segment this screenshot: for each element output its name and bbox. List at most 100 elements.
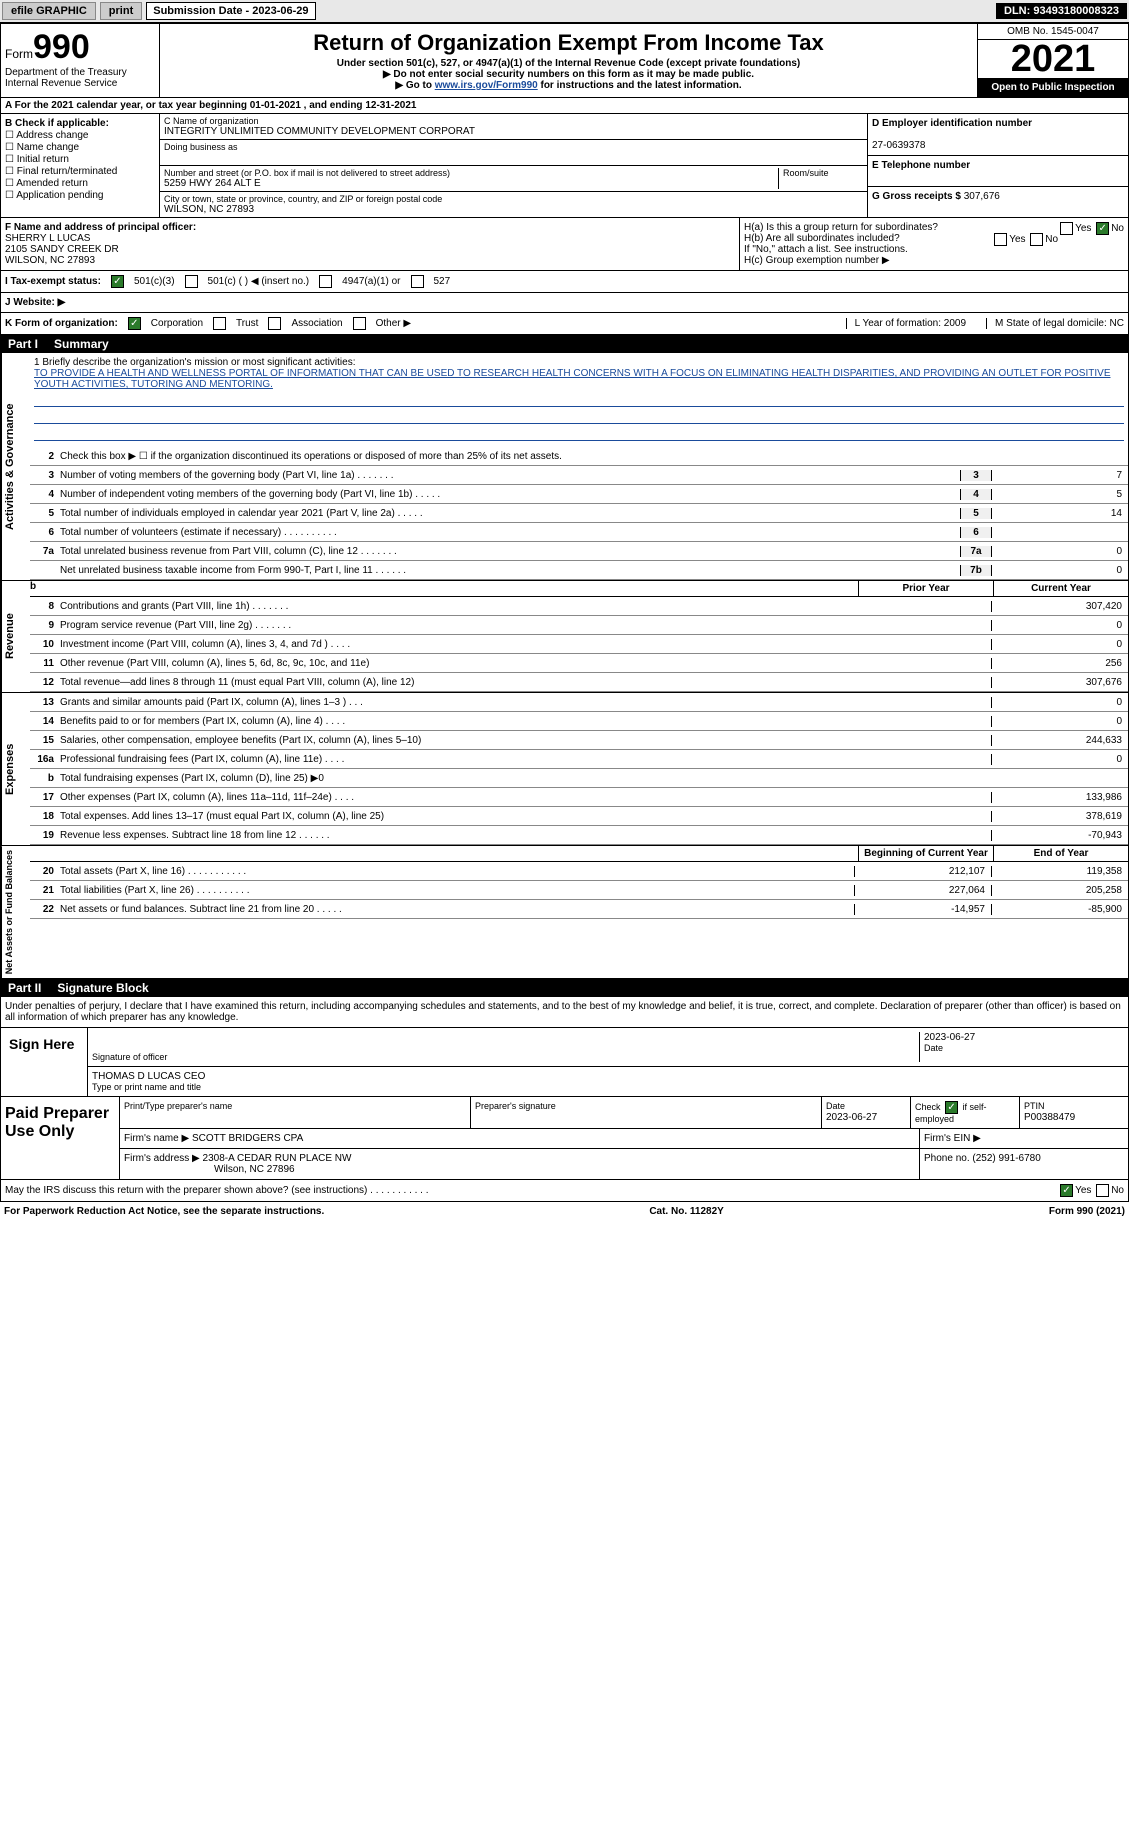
line-12: 12 Total revenue—add lines 8 through 11 … <box>30 673 1128 692</box>
line-desc: Number of voting members of the governin… <box>60 468 960 483</box>
prior-value: -14,957 <box>854 904 991 915</box>
line-desc: Salaries, other compensation, employee b… <box>60 733 854 748</box>
irs-link[interactable]: www.irs.gov/Form990 <box>435 80 538 91</box>
org-name-label: C Name of organization <box>164 116 863 126</box>
tax-status-label: I Tax-exempt status: <box>5 276 101 287</box>
firm-ein-label: Firm's EIN ▶ <box>924 1133 981 1144</box>
check-initial-return[interactable]: ☐ Initial return <box>5 154 155 165</box>
current-value: 205,258 <box>991 885 1128 896</box>
city-label: City or town, state or province, country… <box>164 194 863 204</box>
line-desc: Net unrelated business taxable income fr… <box>60 563 960 578</box>
phone-label: Phone no. <box>924 1153 970 1164</box>
discuss-no[interactable] <box>1096 1184 1109 1197</box>
check-other[interactable] <box>353 317 366 330</box>
check-501c[interactable] <box>185 275 198 288</box>
discuss-yes[interactable] <box>1060 1184 1073 1197</box>
phone-value: (252) 991-6780 <box>972 1153 1040 1164</box>
check-corp[interactable] <box>128 317 141 330</box>
firm-addr: 2308-A CEDAR RUN PLACE NW <box>203 1153 352 1164</box>
hb-yes[interactable] <box>994 233 1007 246</box>
sig-date: 2023-06-27 <box>924 1032 1124 1043</box>
city-state-zip: WILSON, NC 27893 <box>164 204 863 215</box>
prep-sig-label: Preparer's signature <box>475 1101 817 1111</box>
gross-receipts-value: 307,676 <box>964 191 1000 202</box>
current-value: -85,900 <box>991 904 1128 915</box>
line-4: 4 Number of independent voting members o… <box>30 485 1128 504</box>
footer-left: For Paperwork Reduction Act Notice, see … <box>4 1206 324 1217</box>
officer-label: F Name and address of principal officer: <box>5 222 196 233</box>
footer-mid: Cat. No. 11282Y <box>649 1206 723 1217</box>
ha-no[interactable] <box>1096 222 1109 235</box>
discuss-text: May the IRS discuss this return with the… <box>5 1185 429 1196</box>
org-name: INTEGRITY UNLIMITED COMMUNITY DEVELOPMEN… <box>164 126 863 137</box>
check-501c3[interactable] <box>111 275 124 288</box>
line-desc: Number of independent voting members of … <box>60 487 960 502</box>
check-address-change[interactable]: ☐ Address change <box>5 130 155 141</box>
line-10: 10 Investment income (Part VIII, column … <box>30 635 1128 654</box>
print-button[interactable]: print <box>100 2 142 20</box>
check-application-pending[interactable]: ☐ Application pending <box>5 190 155 201</box>
line-desc: Benefits paid to or for members (Part IX… <box>60 714 854 729</box>
line-desc: Net assets or fund balances. Subtract li… <box>60 902 854 917</box>
website-label: J Website: ▶ <box>5 297 65 308</box>
line-desc: Total revenue—add lines 8 through 11 (mu… <box>60 675 854 690</box>
current-value: 0 <box>991 754 1128 765</box>
prep-date-label: Date <box>826 1101 845 1111</box>
dba-label: Doing business as <box>164 142 863 152</box>
header-sub1: Under section 501(c), 527, or 4947(a)(1)… <box>164 58 973 69</box>
check-assoc[interactable] <box>268 317 281 330</box>
line-14: 14 Benefits paid to or for members (Part… <box>30 712 1128 731</box>
part1-num: Part I <box>8 337 38 351</box>
officer-addr1: 2105 SANDY CREEK DR <box>5 244 119 255</box>
officer-print-name: THOMAS D LUCAS CEO <box>92 1071 205 1082</box>
line-7a: 7a Total unrelated business revenue from… <box>30 542 1128 561</box>
check-4947[interactable] <box>319 275 332 288</box>
self-employed-check[interactable]: Check if self-employed <box>915 1102 987 1124</box>
main-info-grid: B Check if applicable: ☐ Address change … <box>0 114 1129 218</box>
ha-yes[interactable] <box>1060 222 1073 235</box>
form-id-box: Form990 Department of the Treasury Inter… <box>1 24 160 97</box>
prep-name-label: Print/Type preparer's name <box>124 1101 466 1111</box>
street-address: 5259 HWY 264 ALT E <box>164 178 778 189</box>
current-value: 307,676 <box>991 677 1128 688</box>
line-desc: Total assets (Part X, line 16) . . . . .… <box>60 864 854 879</box>
check-trust[interactable] <box>213 317 226 330</box>
vert-ag: Activities & Governance <box>1 353 30 580</box>
line-13: 13 Grants and similar amounts paid (Part… <box>30 693 1128 712</box>
line-desc: Grants and similar amounts paid (Part IX… <box>60 695 854 710</box>
fh-block: F Name and address of principal officer:… <box>0 218 1129 271</box>
line-desc: Other expenses (Part IX, column (A), lin… <box>60 790 854 805</box>
efile-button[interactable]: efile GRAPHIC <box>2 2 96 20</box>
prep-date: 2023-06-27 <box>826 1112 877 1123</box>
line-9: 9 Program service revenue (Part VIII, li… <box>30 616 1128 635</box>
dept-treasury: Department of the Treasury <box>5 67 155 78</box>
officer-addr2: WILSON, NC 27893 <box>5 255 95 266</box>
hb-no[interactable] <box>1030 233 1043 246</box>
line-box: 5 <box>960 508 992 519</box>
vert-net: Net Assets or Fund Balances <box>1 846 30 978</box>
line-22: 22 Net assets or fund balances. Subtract… <box>30 900 1128 919</box>
sig-date-label: Date <box>924 1043 1124 1053</box>
dln: DLN: 93493180008323 <box>996 3 1127 19</box>
check-amended[interactable]: ☐ Amended return <box>5 178 155 189</box>
check-final-return[interactable]: ☐ Final return/terminated <box>5 166 155 177</box>
sub3-pre: ▶ Go to <box>395 80 434 91</box>
ptin-label: PTIN <box>1024 1101 1045 1111</box>
line-b: b Total fundraising expenses (Part IX, c… <box>30 769 1128 788</box>
sig-officer-label: Signature of officer <box>92 1052 919 1062</box>
line-value: 5 <box>992 489 1128 500</box>
header-right: OMB No. 1545-0047 2021 Open to Public In… <box>977 24 1128 97</box>
line-17: 17 Other expenses (Part IX, column (A), … <box>30 788 1128 807</box>
addr-label: Number and street (or P.O. box if mail i… <box>164 168 778 178</box>
ptin-value: P00388479 <box>1024 1112 1075 1123</box>
begin-year-header: Beginning of Current Year <box>858 846 993 861</box>
check-527[interactable] <box>411 275 424 288</box>
paid-preparer-label: Paid Preparer Use Only <box>1 1097 120 1179</box>
mission-text: TO PROVIDE A HEALTH AND WELLNESS PORTAL … <box>34 368 1124 390</box>
blank-line <box>34 409 1124 424</box>
prior-value: 212,107 <box>854 866 991 877</box>
check-name-change[interactable]: ☐ Name change <box>5 142 155 153</box>
officer-name: SHERRY L LUCAS <box>5 233 90 244</box>
current-value: 133,986 <box>991 792 1128 803</box>
vert-revenue: Revenue <box>1 581 30 692</box>
